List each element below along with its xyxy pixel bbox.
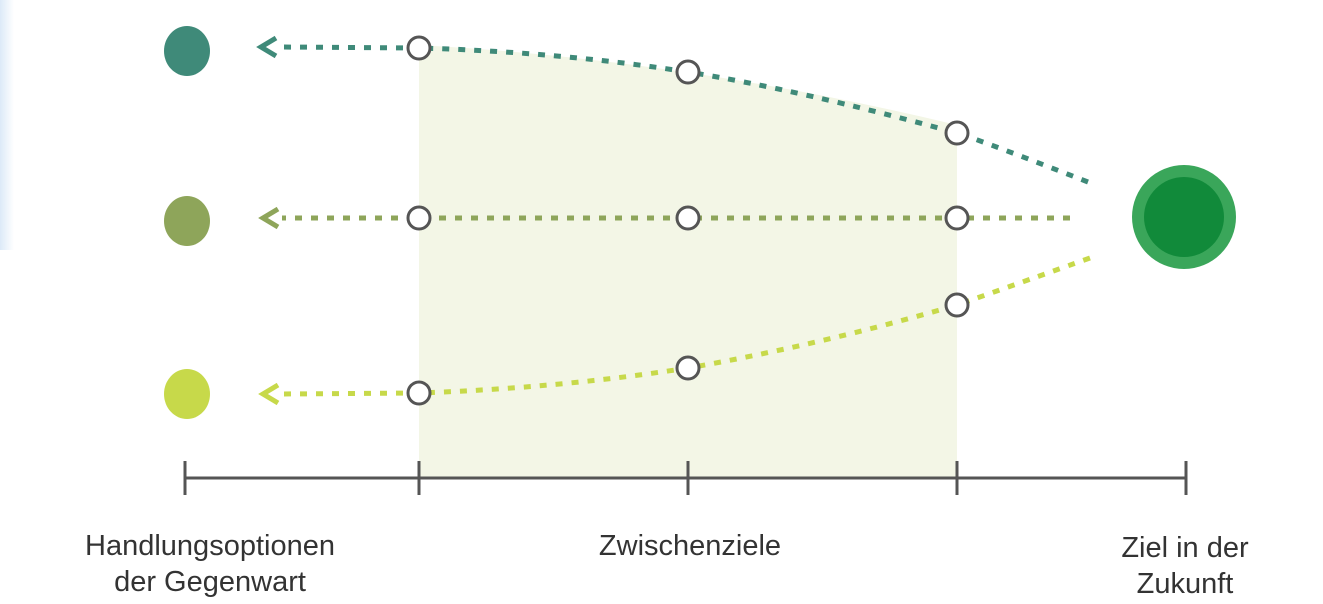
option-dot-top xyxy=(164,26,210,76)
path-bottom-arrowhead xyxy=(258,382,280,406)
future-goal-inner xyxy=(1144,177,1224,257)
label-future-line-1: Ziel in der xyxy=(1121,532,1249,564)
edge-glow xyxy=(0,0,14,250)
label-present-line-1: Handlungsoptionen xyxy=(85,530,335,562)
path-top-curve xyxy=(418,45,1089,185)
milestone-bottom-3 xyxy=(944,292,970,318)
label-future-goal: Ziel in der Zukunft xyxy=(1080,530,1290,602)
milestone-middle-3 xyxy=(944,205,970,231)
milestone-top-2 xyxy=(675,59,701,85)
label-present-options: Handlungsoptionen der Gegenwart xyxy=(40,528,380,600)
label-intermediate-goals: Zwischenziele xyxy=(540,528,840,564)
milestone-top-3 xyxy=(944,120,970,146)
option-dot-bottom xyxy=(164,369,210,419)
milestone-bottom-1 xyxy=(406,380,432,406)
intermediate-band xyxy=(419,45,957,478)
path-bottom-curve xyxy=(418,255,1091,396)
path-middle-arrowhead xyxy=(258,206,280,230)
path-bottom-lead xyxy=(281,390,420,397)
milestone-middle-1 xyxy=(406,205,432,231)
milestone-middle-2 xyxy=(675,205,701,231)
option-dot-middle xyxy=(164,196,210,246)
label-present-line-2: der Gegenwart xyxy=(114,566,306,598)
path-top-arrowhead xyxy=(256,35,278,59)
label-future-line-2: Zukunft xyxy=(1136,568,1234,600)
milestone-top-1 xyxy=(406,35,432,61)
label-intermediate-text: Zwischenziele xyxy=(598,530,782,562)
milestone-bottom-2 xyxy=(675,355,701,381)
path-top-lead xyxy=(281,44,420,51)
